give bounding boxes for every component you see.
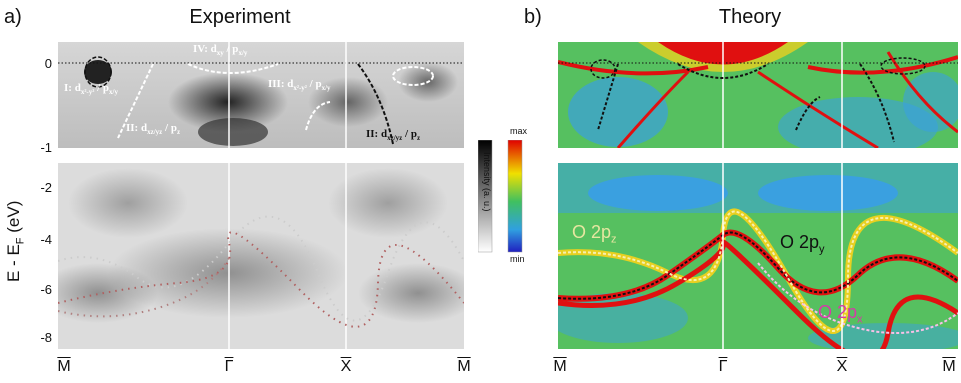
arpes-bottom-image [58, 163, 464, 349]
ytick-minus8: -8 [40, 330, 52, 345]
colorbar-intensity-label: Intensity (a. u.) [482, 152, 492, 212]
annotation-ii-right: II: dxz/yz / pz [366, 128, 421, 143]
y-axis-label: E - EF (eV) [4, 200, 27, 282]
annotation-iv: IV: dxy / px/y [193, 43, 248, 58]
panel-b-letter: b) [524, 6, 542, 28]
colorbars [478, 140, 523, 253]
annotation-iii: III: dx²-y² / px/y [268, 78, 331, 93]
xtick-a-x: X [340, 358, 352, 375]
xtick-b-x: X [836, 358, 848, 375]
colorbar-min-label: min [510, 254, 525, 264]
label-o-2py: O 2py [780, 232, 825, 256]
ytick-minus6: -6 [40, 282, 52, 297]
arpes-top-image [58, 42, 464, 148]
ytick-0: 0 [44, 56, 52, 71]
xtick-a-gamma: Γ [224, 358, 234, 375]
theory-bottom-image [558, 163, 958, 349]
panel-a-title: Experiment [189, 6, 291, 28]
panel-a-letter: a) [4, 6, 22, 28]
xtick-b-gamma: Γ [718, 358, 728, 375]
xtick-a-m-right: M [457, 358, 471, 375]
xtick-b-m-right: M [942, 358, 956, 375]
ytick-minus1: -1 [40, 140, 52, 155]
ytick-minus4: -4 [40, 232, 52, 247]
ytick-minus2: -2 [40, 180, 52, 195]
annotation-i: I: dx²-y² / px/y [64, 82, 118, 97]
annotation-ii-left: II: dxz/yz / pz [126, 122, 181, 137]
colorbar-max-label: max [510, 126, 528, 136]
theory-top-image [558, 42, 958, 148]
label-o-2px: O 2px [818, 302, 863, 326]
xtick-b-m-left: M [553, 358, 567, 375]
label-o-2pz: O 2pz [572, 222, 617, 246]
panel-b-title: Theory [718, 6, 782, 28]
xtick-a-m-left: M [57, 358, 71, 375]
